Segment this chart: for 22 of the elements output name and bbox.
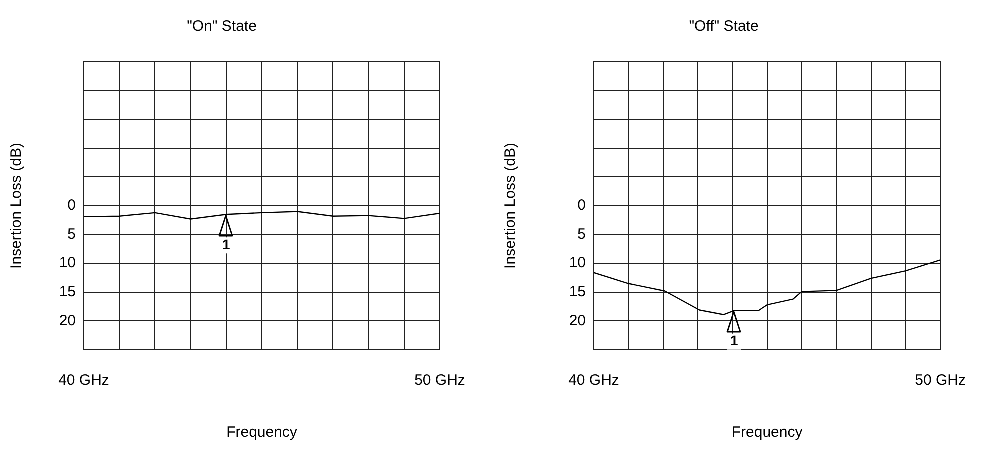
- y-tick-label: 20: [59, 312, 76, 330]
- x-tick-label: 50 GHz: [414, 372, 466, 390]
- annotation: 1: [730, 332, 738, 349]
- chart-title: "On" State: [187, 18, 257, 36]
- x-axis-title: Frequency: [732, 424, 804, 442]
- y-axis-title: Insertion Loss (dB): [8, 143, 26, 269]
- y-tick-label: 20: [569, 312, 586, 330]
- y-tick-label: 5: [68, 226, 76, 243]
- y-tick-label: 15: [569, 284, 586, 301]
- chart-title: "Off" State: [689, 18, 759, 36]
- annotation: 1: [222, 236, 230, 252]
- x-axis-title: Frequency: [226, 424, 298, 442]
- x-tick-label: 40 GHz: [58, 372, 110, 390]
- y-tick-label: 5: [578, 226, 586, 243]
- y-tick-label: 15: [59, 284, 76, 301]
- x-tick-label: 40 GHz: [568, 372, 620, 390]
- y-tick-label: 0: [68, 197, 76, 214]
- y-axis-title: Insertion Loss (dB): [502, 143, 520, 269]
- y-tick-label: 0: [578, 197, 586, 214]
- y-tick-label: 10: [569, 254, 586, 272]
- x-tick-label: 50 GHz: [915, 372, 966, 390]
- y-tick-label: 10: [59, 254, 76, 272]
